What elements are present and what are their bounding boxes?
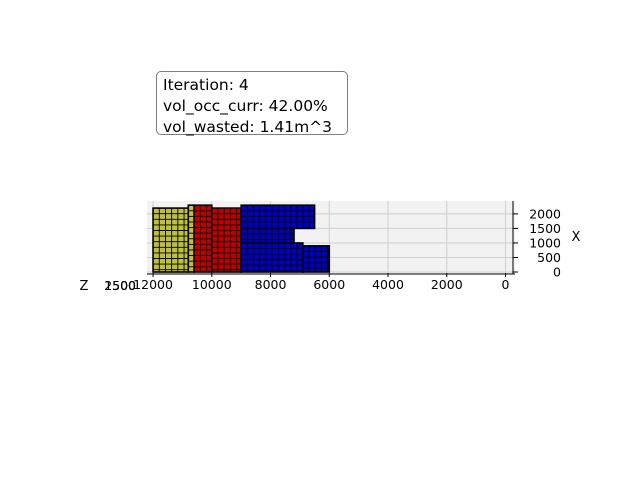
packed-box (152, 207, 190, 273)
y-axis-ticks: 12000 10000 8000 6000 4000 2000 0 (133, 273, 510, 292)
y-tick-label: 6000 (313, 277, 345, 292)
packed-box (302, 245, 331, 273)
info-box: Iteration: 4 vol_occ_curr: 42.00% vol_wa… (156, 71, 348, 136)
y-tick-label: 12000 (133, 277, 173, 292)
packed-box (193, 204, 213, 273)
packed-box (240, 242, 304, 273)
volume-occupied-text: vol_occ_curr: 42.00% (163, 97, 328, 115)
iteration-text: Iteration: 4 (163, 76, 249, 94)
box-face (240, 227, 295, 244)
packed-box (240, 204, 316, 230)
x-tick-label: 2000 (529, 206, 561, 221)
y-tick-label: 4000 (372, 277, 404, 292)
z-tick-label: 500 (112, 278, 136, 293)
x-tick-label: 500 (537, 250, 561, 265)
y-tick-label: 0 (502, 277, 510, 292)
packed-box (240, 227, 295, 244)
y-tick-label: 2000 (431, 277, 463, 292)
x-tick-label: 1500 (529, 221, 561, 236)
y-tick-label: 8000 (255, 277, 287, 292)
y-tick-label: 10000 (192, 277, 232, 292)
z-axis-label: Z (80, 279, 89, 294)
box-face (152, 207, 190, 273)
packed-boxes (152, 204, 331, 273)
packed-box (187, 204, 195, 273)
z-tick-label: 2500 (104, 278, 136, 293)
x-tick-label: 1000 (529, 235, 561, 250)
x-tick-label: 0 (553, 265, 561, 280)
packed-box (211, 207, 242, 273)
x-axis-label: X (572, 230, 581, 245)
z-tick-label: 1500 (104, 278, 136, 293)
box-face (302, 245, 331, 273)
volume-wasted-text: vol_wasted: 1.41m^3 (163, 118, 333, 136)
